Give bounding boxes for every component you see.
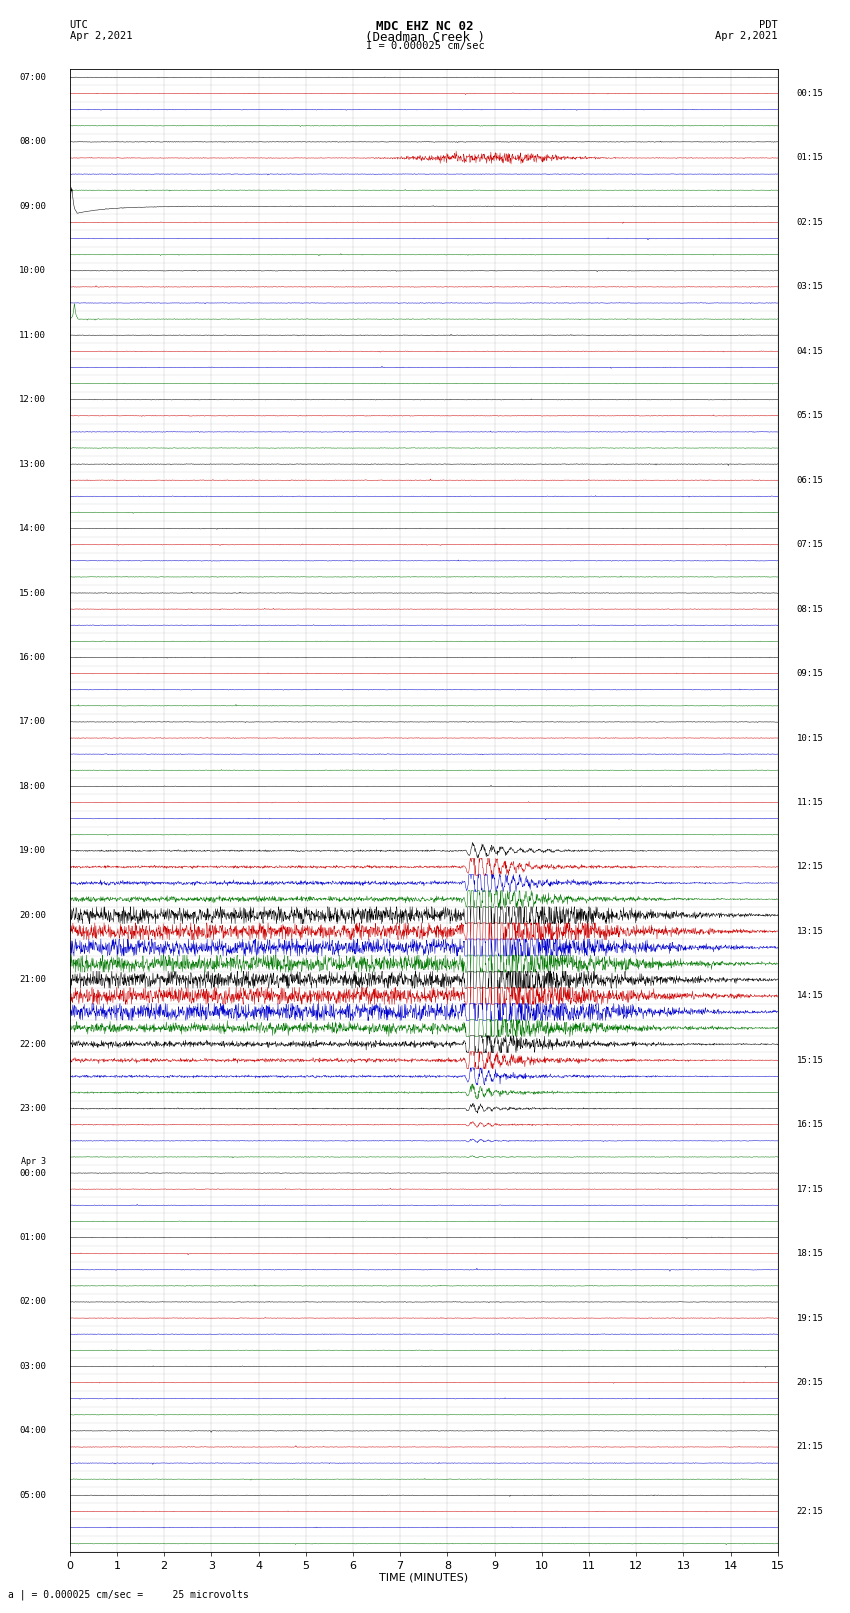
- Text: 16:00: 16:00: [20, 653, 46, 661]
- Text: 02:15: 02:15: [796, 218, 824, 227]
- Text: 15:15: 15:15: [796, 1057, 824, 1065]
- Text: MDC EHZ NC 02: MDC EHZ NC 02: [377, 19, 473, 34]
- Text: 02:00: 02:00: [20, 1297, 46, 1307]
- Text: 22:00: 22:00: [20, 1040, 46, 1048]
- Text: 06:15: 06:15: [796, 476, 824, 486]
- Text: 05:15: 05:15: [796, 411, 824, 421]
- Text: 11:00: 11:00: [20, 331, 46, 340]
- Text: 15:00: 15:00: [20, 589, 46, 597]
- Text: Apr 2,2021: Apr 2,2021: [715, 31, 778, 40]
- Text: 23:00: 23:00: [20, 1105, 46, 1113]
- Text: 07:15: 07:15: [796, 540, 824, 548]
- Text: 19:15: 19:15: [796, 1313, 824, 1323]
- Text: Apr 2,2021: Apr 2,2021: [70, 31, 133, 40]
- Text: 13:00: 13:00: [20, 460, 46, 469]
- Text: 13:15: 13:15: [796, 927, 824, 936]
- Text: I = 0.000025 cm/sec: I = 0.000025 cm/sec: [366, 40, 484, 52]
- Text: 08:15: 08:15: [796, 605, 824, 613]
- X-axis label: TIME (MINUTES): TIME (MINUTES): [379, 1573, 468, 1582]
- Text: 08:00: 08:00: [20, 137, 46, 147]
- Text: UTC: UTC: [70, 19, 88, 31]
- Text: 09:00: 09:00: [20, 202, 46, 211]
- Text: 17:15: 17:15: [796, 1184, 824, 1194]
- Text: 21:00: 21:00: [20, 976, 46, 984]
- Text: 01:00: 01:00: [20, 1232, 46, 1242]
- Text: 14:00: 14:00: [20, 524, 46, 532]
- Text: 17:00: 17:00: [20, 718, 46, 726]
- Text: 20:00: 20:00: [20, 911, 46, 919]
- Text: 22:15: 22:15: [796, 1507, 824, 1516]
- Text: 09:15: 09:15: [796, 669, 824, 677]
- Text: 10:15: 10:15: [796, 734, 824, 742]
- Text: 21:15: 21:15: [796, 1442, 824, 1452]
- Text: 14:15: 14:15: [796, 992, 824, 1000]
- Text: 00:00: 00:00: [20, 1168, 46, 1177]
- Text: 03:15: 03:15: [796, 282, 824, 292]
- Text: 04:15: 04:15: [796, 347, 824, 356]
- Text: PDT: PDT: [759, 19, 778, 31]
- Text: 20:15: 20:15: [796, 1378, 824, 1387]
- Text: 04:00: 04:00: [20, 1426, 46, 1436]
- Text: 18:15: 18:15: [796, 1248, 824, 1258]
- Text: 12:00: 12:00: [20, 395, 46, 405]
- Text: 12:15: 12:15: [796, 863, 824, 871]
- Text: 03:00: 03:00: [20, 1361, 46, 1371]
- Text: 05:00: 05:00: [20, 1490, 46, 1500]
- Text: Apr 3: Apr 3: [21, 1157, 46, 1166]
- Text: (Deadman Creek ): (Deadman Creek ): [365, 31, 485, 44]
- Text: a | = 0.000025 cm/sec =     25 microvolts: a | = 0.000025 cm/sec = 25 microvolts: [8, 1589, 249, 1600]
- Text: 01:15: 01:15: [796, 153, 824, 163]
- Text: 07:00: 07:00: [20, 73, 46, 82]
- Text: 11:15: 11:15: [796, 798, 824, 806]
- Text: 16:15: 16:15: [796, 1119, 824, 1129]
- Text: 18:00: 18:00: [20, 782, 46, 790]
- Text: 00:15: 00:15: [796, 89, 824, 98]
- Text: 10:00: 10:00: [20, 266, 46, 276]
- Text: 19:00: 19:00: [20, 847, 46, 855]
